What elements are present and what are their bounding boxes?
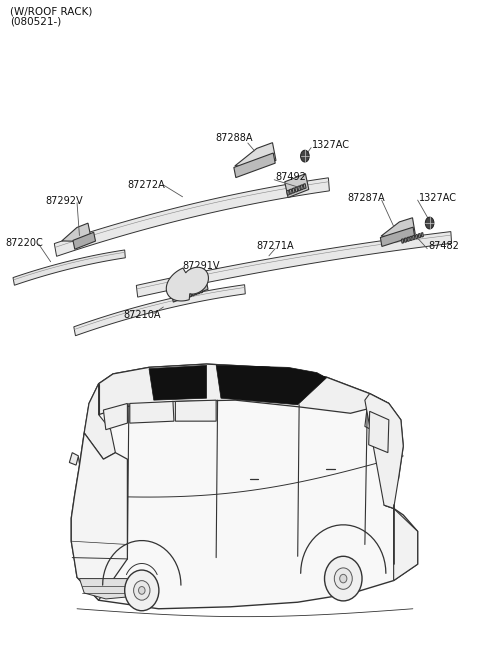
Polygon shape	[365, 407, 389, 436]
Polygon shape	[84, 384, 115, 459]
Polygon shape	[54, 178, 329, 256]
Polygon shape	[166, 267, 208, 301]
Text: (W/ROOF RACK): (W/ROOF RACK)	[10, 7, 92, 16]
Polygon shape	[13, 250, 125, 285]
Polygon shape	[285, 174, 309, 197]
Polygon shape	[410, 236, 412, 241]
Polygon shape	[98, 364, 389, 415]
Text: 87292V: 87292V	[45, 195, 83, 206]
Text: 87210A: 87210A	[123, 310, 160, 320]
Ellipse shape	[340, 575, 347, 583]
Polygon shape	[79, 579, 127, 599]
Text: 1327AC: 1327AC	[312, 140, 350, 150]
Polygon shape	[369, 411, 389, 453]
Polygon shape	[295, 187, 298, 192]
Polygon shape	[74, 285, 245, 336]
Polygon shape	[69, 453, 78, 465]
Ellipse shape	[125, 570, 159, 611]
Polygon shape	[303, 184, 306, 189]
Text: 87288A: 87288A	[216, 133, 253, 143]
Ellipse shape	[133, 581, 150, 600]
Polygon shape	[171, 281, 208, 302]
Ellipse shape	[334, 568, 352, 589]
Polygon shape	[198, 289, 200, 294]
Ellipse shape	[324, 556, 362, 601]
Polygon shape	[186, 294, 189, 298]
Polygon shape	[200, 289, 203, 293]
Polygon shape	[235, 142, 276, 166]
Text: 87482: 87482	[428, 241, 459, 251]
Polygon shape	[184, 295, 186, 299]
Polygon shape	[384, 505, 418, 581]
Circle shape	[300, 150, 309, 162]
Polygon shape	[73, 232, 96, 249]
Text: 1327AC: 1327AC	[419, 193, 456, 203]
Polygon shape	[380, 227, 415, 247]
Text: 87287A: 87287A	[347, 193, 384, 203]
Polygon shape	[71, 364, 418, 609]
Polygon shape	[413, 236, 415, 239]
Polygon shape	[401, 239, 404, 243]
Ellipse shape	[139, 586, 145, 594]
Circle shape	[425, 217, 434, 229]
Polygon shape	[289, 189, 292, 194]
Text: 87271A: 87271A	[256, 241, 294, 251]
Polygon shape	[300, 185, 303, 190]
Text: 87492: 87492	[275, 172, 306, 182]
Polygon shape	[234, 153, 275, 178]
Polygon shape	[149, 365, 206, 400]
Polygon shape	[136, 232, 452, 297]
Polygon shape	[421, 233, 423, 237]
Text: (080521-): (080521-)	[10, 16, 61, 26]
Polygon shape	[298, 186, 300, 191]
Polygon shape	[189, 293, 192, 297]
Polygon shape	[365, 394, 403, 508]
Polygon shape	[192, 291, 194, 296]
Polygon shape	[175, 400, 216, 421]
Polygon shape	[71, 433, 127, 600]
Polygon shape	[130, 401, 174, 423]
Polygon shape	[292, 188, 295, 193]
Text: 87220C: 87220C	[5, 237, 43, 248]
Polygon shape	[418, 234, 420, 238]
Polygon shape	[103, 403, 127, 430]
Polygon shape	[216, 365, 326, 405]
Polygon shape	[195, 291, 197, 295]
Polygon shape	[287, 190, 289, 195]
Text: 87291V: 87291V	[182, 260, 219, 271]
Polygon shape	[404, 238, 407, 242]
Text: 87272A: 87272A	[128, 180, 166, 190]
Polygon shape	[415, 234, 418, 239]
Polygon shape	[407, 237, 409, 241]
Polygon shape	[62, 223, 91, 241]
Polygon shape	[381, 218, 415, 238]
